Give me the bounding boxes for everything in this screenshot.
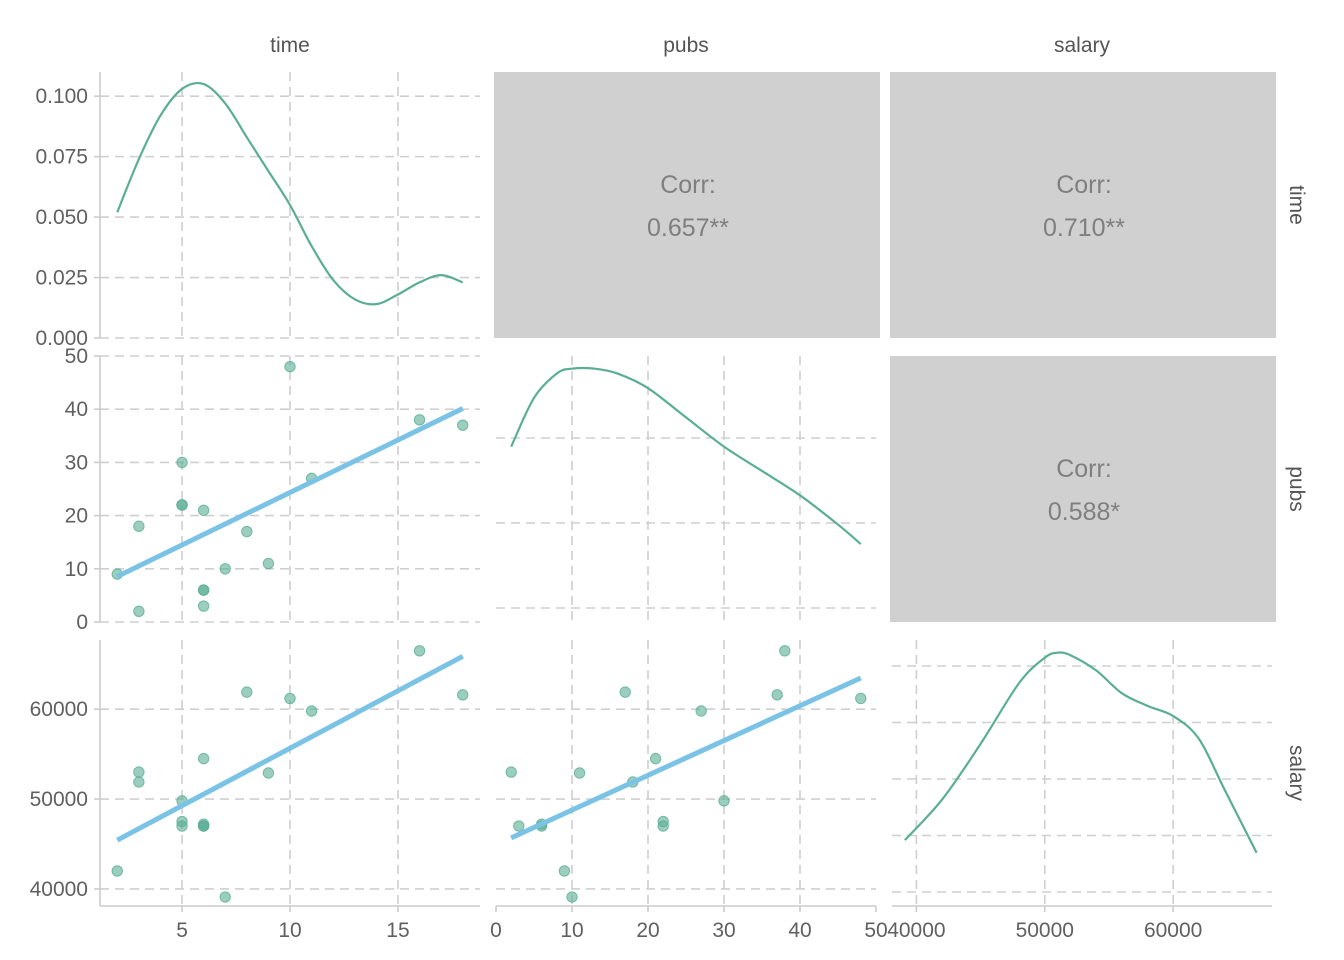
panel-salary-pubs bbox=[496, 640, 876, 906]
data-point bbox=[505, 766, 517, 778]
x-tick-label: 40000 bbox=[887, 919, 945, 942]
data-point bbox=[566, 891, 578, 903]
data-point bbox=[457, 419, 469, 431]
density-curve-salary bbox=[904, 651, 1258, 854]
panel-pubs-salary: Corr: 0.588* bbox=[890, 356, 1276, 622]
y-tick-label: 0.100 bbox=[35, 85, 88, 108]
data-point bbox=[284, 692, 296, 705]
data-point bbox=[176, 820, 188, 832]
x-tick-label: 50 bbox=[864, 919, 887, 942]
x-tick-label: 20 bbox=[636, 919, 659, 942]
panel-salary-time bbox=[100, 640, 480, 906]
x-tick-label: 30 bbox=[712, 919, 735, 942]
data-point bbox=[657, 820, 669, 832]
data-point bbox=[413, 645, 426, 657]
y-tick-label: 20 bbox=[65, 505, 88, 528]
y-tick-label: 60000 bbox=[30, 698, 88, 721]
data-point bbox=[241, 525, 253, 538]
data-point bbox=[197, 752, 210, 765]
data-point bbox=[413, 414, 426, 426]
data-point bbox=[133, 605, 145, 618]
data-point bbox=[262, 767, 275, 779]
data-point bbox=[649, 752, 662, 765]
y-tick-label: 0.000 bbox=[35, 327, 88, 350]
strip-label-right-pubs: pubs bbox=[1285, 466, 1308, 512]
corr-label: Corr: bbox=[660, 171, 716, 199]
data-point bbox=[573, 767, 586, 779]
y-tick-label: 30 bbox=[65, 451, 88, 474]
data-point bbox=[779, 645, 791, 657]
data-point bbox=[771, 689, 783, 701]
panel-pubs-time bbox=[100, 355, 480, 623]
strip-label-right-time: time bbox=[1285, 185, 1308, 225]
corr-panel-bg bbox=[494, 72, 880, 338]
data-point bbox=[176, 499, 188, 511]
y-tick-label: 50000 bbox=[30, 788, 88, 811]
fit-line bbox=[116, 654, 464, 843]
panel-pubs-pubs bbox=[496, 356, 876, 622]
corr-label: Corr: bbox=[1056, 171, 1112, 199]
y-tick-label: 40 bbox=[65, 398, 88, 421]
data-point bbox=[219, 563, 231, 575]
data-point bbox=[457, 689, 469, 701]
data-point bbox=[133, 520, 145, 532]
density-curve-time bbox=[116, 81, 464, 306]
y-tick-label: 0.025 bbox=[35, 267, 88, 290]
corr-value: 0.710** bbox=[1043, 214, 1125, 242]
y-tick-label: 0.050 bbox=[35, 206, 88, 229]
data-point bbox=[176, 456, 188, 469]
data-point bbox=[197, 584, 210, 596]
panel-time-pubs: Corr: 0.657** bbox=[494, 72, 880, 338]
x-tick-label: 0 bbox=[490, 919, 502, 942]
data-point bbox=[111, 865, 123, 877]
y-tick-label: 0 bbox=[76, 611, 88, 634]
y-tick-label: 50 bbox=[65, 345, 88, 368]
x-tick-label: 15 bbox=[386, 919, 409, 942]
x-tick-label: 5 bbox=[176, 919, 188, 942]
data-point bbox=[305, 705, 318, 717]
data-point bbox=[197, 818, 210, 830]
data-point bbox=[558, 865, 571, 877]
data-point bbox=[718, 795, 730, 807]
panel-time-time bbox=[100, 72, 480, 339]
data-point bbox=[133, 776, 145, 788]
corr-value: 0.657** bbox=[647, 214, 729, 242]
corr-panel-bg bbox=[890, 72, 1276, 338]
fit-line bbox=[510, 675, 862, 841]
corr-label: Corr: bbox=[1056, 455, 1112, 483]
strip-label-top-time: time bbox=[270, 34, 310, 57]
y-tick-label: 40000 bbox=[30, 878, 88, 901]
y-tick-label: 10 bbox=[65, 558, 88, 581]
data-point bbox=[855, 692, 867, 705]
strip-label-right-salary: salary bbox=[1285, 745, 1308, 802]
data-point bbox=[133, 766, 145, 778]
data-point bbox=[619, 686, 631, 698]
data-point bbox=[262, 557, 275, 570]
data-point bbox=[197, 600, 210, 612]
data-point bbox=[241, 686, 253, 698]
x-tick-label: 50000 bbox=[1016, 919, 1074, 942]
x-tick-label: 60000 bbox=[1144, 919, 1202, 942]
panel-salary-salary bbox=[892, 640, 1272, 906]
x-tick-label: 10 bbox=[278, 919, 301, 942]
density-curve-pubs bbox=[510, 366, 862, 545]
data-point bbox=[513, 820, 525, 832]
corr-value: 0.588* bbox=[1048, 498, 1121, 526]
y-tick-label: 0.075 bbox=[35, 146, 88, 169]
strip-label-top-salary: salary bbox=[1054, 34, 1111, 57]
data-point bbox=[695, 705, 707, 717]
data-point bbox=[219, 891, 231, 903]
data-point bbox=[284, 360, 296, 373]
x-tick-label: 10 bbox=[560, 919, 583, 942]
panel-time-salary: Corr: 0.710** bbox=[890, 72, 1276, 338]
x-tick-label: 40 bbox=[788, 919, 811, 942]
data-point bbox=[197, 504, 210, 516]
corr-panel-bg bbox=[890, 356, 1276, 622]
strip-label-top-pubs: pubs bbox=[663, 34, 709, 57]
fit-line bbox=[116, 406, 464, 579]
